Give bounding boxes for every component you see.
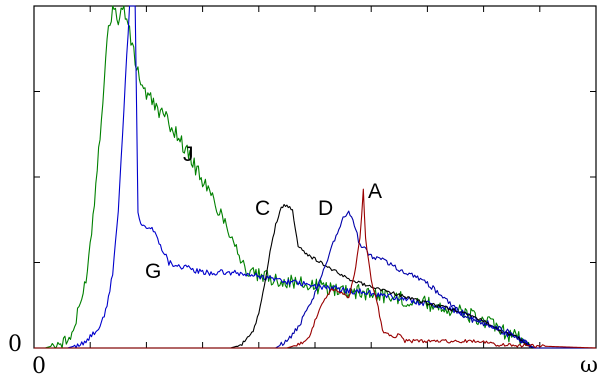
x-axis-label-omega: ω <box>580 353 598 377</box>
curve-label-d: D <box>318 197 333 220</box>
series-line-j <box>34 5 596 349</box>
curve-label-j: J <box>183 143 194 166</box>
series-line-a <box>34 188 597 349</box>
curve-label-c: C <box>255 197 270 220</box>
curves <box>34 5 597 349</box>
curve-label-a: A <box>368 180 382 203</box>
curve-labels: J G C D A <box>145 143 382 283</box>
series-line-d <box>34 210 596 349</box>
y-tick-label-0: 0 <box>8 332 22 357</box>
series-line-g <box>34 5 596 349</box>
ticks <box>34 6 596 348</box>
plot-frame <box>33 5 597 349</box>
x-tick-label-0: 0 <box>32 354 46 377</box>
curve-label-g: G <box>145 260 161 283</box>
series-line-c <box>34 203 596 349</box>
